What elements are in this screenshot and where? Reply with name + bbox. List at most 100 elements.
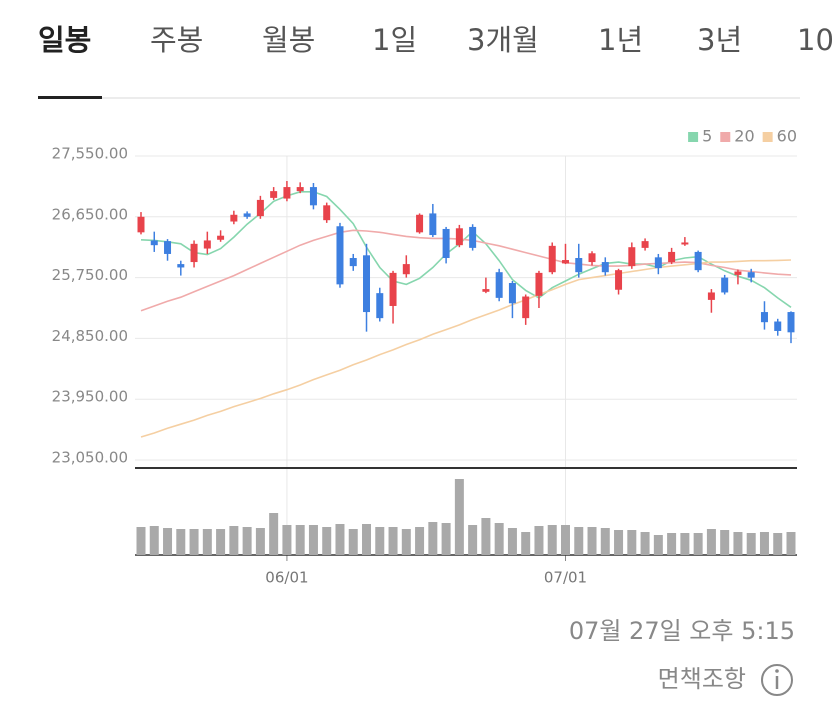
candle-body xyxy=(615,270,623,290)
volume-bar xyxy=(680,533,690,555)
volume-bar xyxy=(362,524,372,555)
tab[interactable]: 주봉 xyxy=(150,23,203,57)
info-icon-dot xyxy=(775,669,779,673)
volume-bar xyxy=(600,528,610,555)
candle-body xyxy=(774,321,782,331)
volume-bar xyxy=(269,513,279,555)
candle-body xyxy=(137,216,145,233)
volume-bar xyxy=(574,527,584,555)
active-tab-indicator xyxy=(38,96,102,99)
volume-bar xyxy=(454,479,464,555)
y-tick-label: 26,650.00 xyxy=(52,205,128,223)
tab[interactable]: 1일 xyxy=(372,23,417,57)
volume-bar xyxy=(759,532,769,555)
volume-bar xyxy=(216,529,226,555)
candle-body xyxy=(495,272,503,298)
tab[interactable]: 3년 xyxy=(697,23,742,57)
volume-bar xyxy=(242,527,252,555)
volume-bar xyxy=(255,528,265,555)
volume-bar xyxy=(388,527,398,555)
volume-bar xyxy=(176,529,186,555)
y-tick-label: 23,950.00 xyxy=(52,388,128,406)
candle-body xyxy=(217,235,225,240)
tab[interactable]: 10 xyxy=(797,23,834,57)
volume-bar xyxy=(627,530,637,555)
candle-body xyxy=(416,214,424,233)
volume-bar xyxy=(640,532,650,555)
volume-bar xyxy=(614,530,624,555)
timestamp: 07월 27일 오후 5:15 xyxy=(569,617,795,645)
volume-bar xyxy=(706,529,716,555)
ma-line xyxy=(140,191,792,308)
volume-bar xyxy=(136,527,146,555)
candle-body xyxy=(601,262,609,273)
volume-bar xyxy=(494,523,504,555)
volume-bar xyxy=(163,528,173,555)
volume-bar xyxy=(481,518,491,555)
info-icon[interactable] xyxy=(761,664,793,696)
volume-bar xyxy=(507,528,517,555)
volume-bar xyxy=(441,523,451,555)
volume-bar xyxy=(189,529,199,555)
candle-body xyxy=(230,214,238,222)
candle-body xyxy=(283,187,291,199)
candle-body xyxy=(429,213,437,236)
tab[interactable]: 3개월 xyxy=(467,23,539,57)
candle-body xyxy=(309,187,317,206)
volume-bar xyxy=(282,525,292,555)
legend-label: 5 xyxy=(702,127,712,146)
volume-bar xyxy=(375,527,385,555)
tab[interactable]: 1년 xyxy=(598,23,643,57)
ma-line xyxy=(140,259,792,438)
x-tick-label: 07/01 xyxy=(544,569,587,587)
volume-bar xyxy=(229,526,239,555)
volume-bar xyxy=(308,525,318,555)
candle-body xyxy=(721,277,729,293)
volume-bar xyxy=(534,526,544,555)
volume-bar xyxy=(587,527,597,555)
volume-bar xyxy=(348,529,358,555)
candle-body xyxy=(190,243,198,263)
candle-body xyxy=(376,293,384,319)
disclaimer[interactable]: 면책조항 xyxy=(658,665,746,693)
candle-body xyxy=(469,226,477,248)
volume-bar xyxy=(773,533,783,555)
candle-body xyxy=(442,228,450,259)
ma-line xyxy=(140,229,792,312)
candle-body xyxy=(628,247,636,267)
candle-body xyxy=(402,264,410,275)
candle-body xyxy=(508,283,516,304)
volume-bar xyxy=(653,535,663,555)
volume-bar xyxy=(547,525,557,555)
candle-body xyxy=(270,191,278,198)
volume-bar xyxy=(560,525,570,555)
tab[interactable]: 월봉 xyxy=(262,23,315,57)
volume-bar xyxy=(733,532,743,555)
candle-body xyxy=(734,271,742,275)
candle-body xyxy=(363,255,371,313)
candle-body xyxy=(389,272,397,306)
x-tick-label: 06/01 xyxy=(265,569,308,587)
candle-body xyxy=(668,251,676,263)
legend-label: 20 xyxy=(734,127,754,146)
candle-body xyxy=(455,228,463,246)
candle-body xyxy=(177,264,185,268)
candle-body xyxy=(747,272,755,278)
tab[interactable]: 일봉 xyxy=(38,23,91,57)
candle-body xyxy=(522,296,530,319)
candle-body xyxy=(243,213,251,217)
volume-bar xyxy=(202,529,212,555)
candle-body xyxy=(203,240,211,249)
volume-bar xyxy=(746,533,756,555)
volume-bar xyxy=(468,525,478,555)
candle-body xyxy=(561,260,569,264)
candle-body xyxy=(256,199,264,217)
candle-body xyxy=(694,251,702,271)
candle-body xyxy=(164,241,172,254)
volume-bar xyxy=(667,533,677,555)
candle-body xyxy=(482,289,490,292)
volume-bar xyxy=(786,532,796,555)
candle-body xyxy=(296,187,304,192)
candle-body xyxy=(787,312,795,333)
